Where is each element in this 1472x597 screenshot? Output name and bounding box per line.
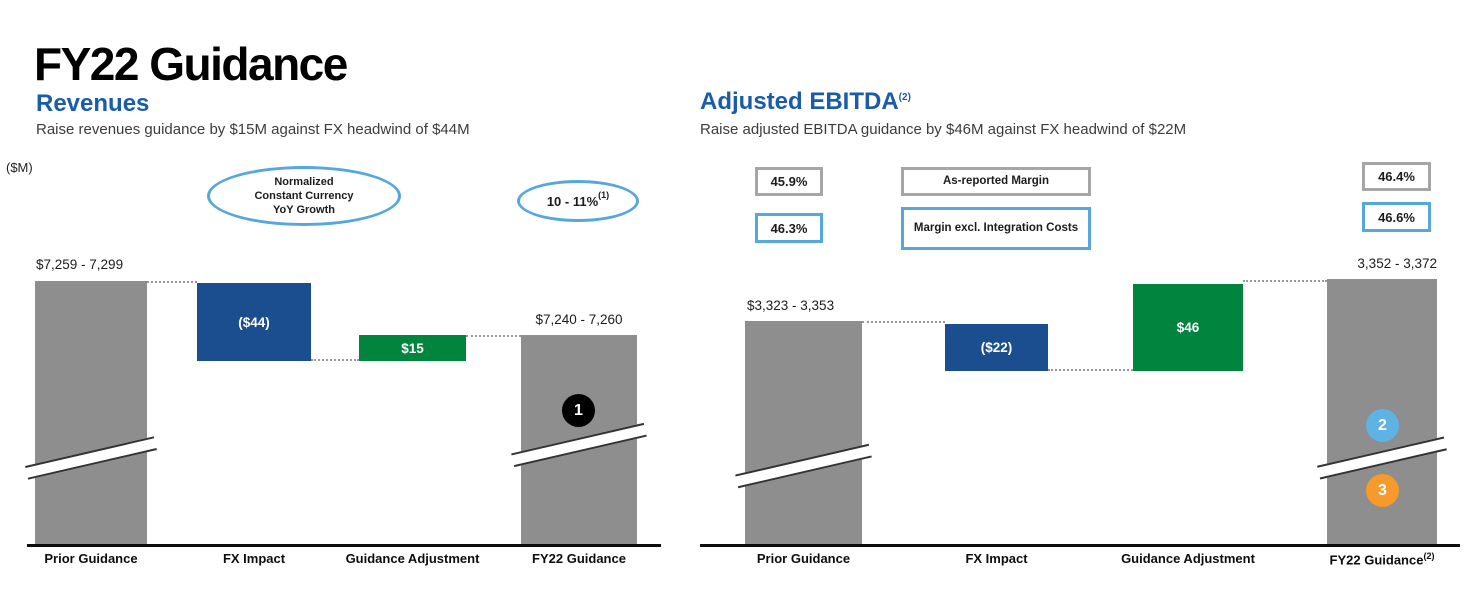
legend-excl-integration-label: Margin excl. Integration Costs [901,207,1091,250]
revenues-title: Revenues [36,89,150,117]
badge-number: 3 [1378,481,1387,499]
x-label-fx-impact: FX Impact [965,551,1028,566]
revenues-subtitle: Raise revenues guidance by $15M against … [36,121,470,138]
footnote-marker: (2) [1423,551,1435,561]
ebitda-subtitle: Raise adjusted EBITDA guidance by $46M a… [700,121,1187,138]
connector-line [466,335,521,337]
callout-line: Constant Currency [254,189,354,202]
x-label-text: FY22 Guidance [1329,552,1424,568]
axis-break-mark [25,436,157,480]
prior-guidance-value-label: $3,323 - 3,353 [747,298,835,313]
x-label-guidance-adjustment: Guidance Adjustment [345,551,480,566]
badge-number: 1 [574,401,583,419]
bar-fx-impact-ebitda: ($22) [945,324,1048,371]
x-label-fy22-guidance: FY22 Guidance [532,551,626,566]
growth-range-value: 10 - 11% [546,193,599,209]
growth-range-callout: 10 - 11% (1) [517,180,639,222]
ebitda-title-text: Adjusted EBITDA [700,87,899,115]
legend-label-text: Margin excl. Integration Costs [913,221,1079,234]
connector-line [1243,280,1327,282]
legend-value: 46.4% [1378,169,1415,184]
guidance-adjustment-value-label: $15 [401,340,424,356]
note-badge-2: 2 [1366,409,1399,442]
x-label-prior-guidance: Prior Guidance [756,551,851,566]
axis-unit-label: ($M) [6,160,33,175]
legend-value: 45.9% [770,174,808,189]
bar-prior-guidance-ebitda [735,321,872,544]
constant-currency-growth-callout: Normalized Constant Currency YoY Growth [207,166,401,226]
fy22-guidance-value-label: $7,240 - 7,260 [535,312,623,327]
legend-excl-integration-fy22-value: 46.6% [1362,202,1431,232]
fx-impact-value-label: ($44) [238,314,270,330]
legend-excl-integration-prior-value: 46.3% [755,213,823,243]
axis-break-mark [511,422,647,468]
x-axis-baseline [700,544,1460,547]
bar-fy22-guidance-revenues [511,335,647,544]
footnote-marker: (2) [898,91,911,103]
fx-impact-value-label: ($22) [980,340,1013,355]
legend-label: As-reported Margin [942,174,1050,187]
x-label-fy22-guidance: FY22 Guidance(2) [1312,551,1452,567]
x-label-guidance-adjustment: Guidance Adjustment [1121,551,1255,566]
axis-break-mark [735,443,872,489]
legend-value: 46.6% [1378,209,1415,225]
ebitda-title: Adjusted EBITDA(2) [700,88,911,116]
legend-as-reported-prior-value: 45.9% [755,167,823,196]
axis-break-mark [1317,436,1447,480]
legend-value: 46.3% [770,220,808,236]
x-axis-baseline [27,544,661,547]
note-badge-3: 3 [1366,474,1399,507]
footnote-marker: (1) [598,190,610,200]
badge-number: 2 [1378,416,1387,434]
guidance-adjustment-value-label: $46 [1176,320,1200,335]
bar-fx-impact-revenues: ($44) [197,283,311,361]
legend-label: Margin excl. Integration Costs [914,222,1078,236]
prior-guidance-value-label: $7,259 - 7,299 [36,257,124,272]
legend-as-reported-fy22-value: 46.4% [1362,162,1431,191]
x-label-fx-impact: FX Impact [222,551,286,566]
bar-guidance-adjustment-revenues: $15 [359,335,466,361]
x-label-prior-guidance: Prior Guidance [44,551,138,566]
bar-guidance-adjustment-ebitda: $46 [1133,284,1243,371]
bar-prior-guidance-revenues [25,281,157,544]
connector-line [862,321,945,323]
legend-as-reported-label: As-reported Margin [901,167,1091,196]
connector-line [1048,369,1133,371]
callout-line: Normalized [274,175,334,188]
note-badge-1: 1 [562,394,595,427]
fy22-guidance-value-label: 3,352 - 3,372 [1357,256,1437,271]
callout-line: YoY Growth [273,204,335,217]
connector-line [311,359,359,361]
page-title: FY22 Guidance [34,37,348,90]
connector-line [147,281,197,283]
